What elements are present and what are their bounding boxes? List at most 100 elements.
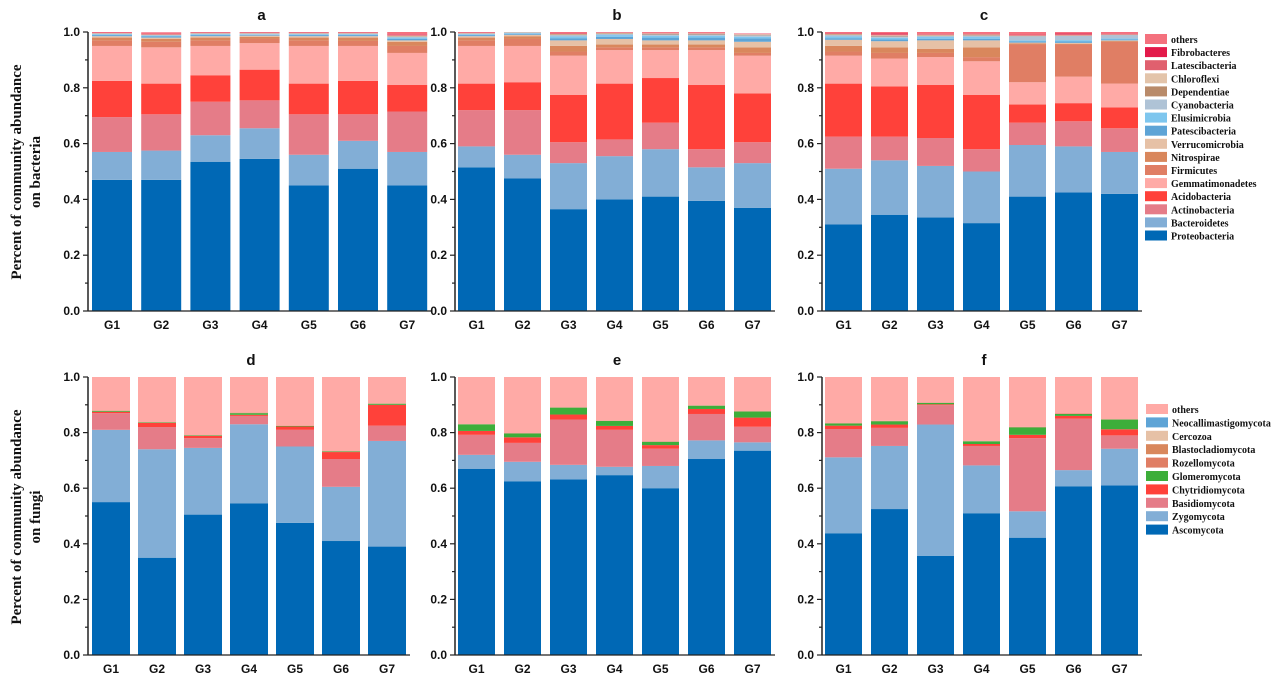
bar-segment-chloroflexi bbox=[871, 35, 908, 36]
bar-segment-ascomycota bbox=[92, 502, 130, 655]
bar-segment-ascomycota bbox=[917, 555, 954, 655]
bar-segment-zygomycota bbox=[230, 424, 268, 504]
y-tick-label: 1.0 bbox=[430, 25, 447, 39]
bar-segment-cyanobacteria bbox=[825, 35, 862, 37]
bar-segment-proteobacteria bbox=[963, 223, 1000, 311]
bar-segment-ascomycota bbox=[276, 522, 314, 655]
legend-fungi: others Neocallimastigomycota Cercozoa Blast… bbox=[1146, 404, 1271, 537]
bar-segment-chloroflexi bbox=[917, 34, 954, 36]
bar-G7 bbox=[1101, 377, 1138, 655]
bar-G2 bbox=[504, 377, 541, 655]
bar-segment-nitrospirae bbox=[963, 47, 1000, 58]
bar-segment-bacteroidetes bbox=[504, 154, 541, 179]
x-tick-label: G7 bbox=[1111, 318, 1127, 332]
bar-segment-others bbox=[596, 377, 633, 421]
bar-segment-nitrospirae bbox=[917, 48, 954, 53]
bar-segment-acidobacteria bbox=[871, 86, 908, 137]
legend-item: Rozellomycota bbox=[1146, 457, 1235, 470]
bar-segment-latescibacteria bbox=[1101, 33, 1138, 35]
bar-segment-cyanobacteria bbox=[688, 34, 725, 36]
legend-bacteria: others Fibrobacteres Latescibacteria Chloro… bbox=[1145, 34, 1257, 243]
bar-segment-firmicutes bbox=[190, 40, 231, 46]
bar-segment-chloroflexi bbox=[734, 34, 771, 35]
bar-segment-patescibacteria bbox=[734, 38, 771, 42]
bar-segment-gemmatimonadetes bbox=[963, 61, 1000, 95]
bar-segment-actinobacteria bbox=[917, 138, 954, 166]
bar-segment-cyanobacteria bbox=[92, 33, 132, 35]
bar-segment-others bbox=[184, 377, 222, 436]
bar-G1 bbox=[458, 32, 495, 311]
legend-swatch bbox=[1146, 404, 1168, 414]
bar-segment-ascomycota bbox=[963, 513, 1000, 655]
bar-segment-elusimicrobia bbox=[917, 37, 954, 39]
bar-segment-others bbox=[688, 377, 725, 406]
legend-swatch bbox=[1145, 191, 1167, 202]
panel-title-d: d bbox=[246, 352, 255, 369]
bar-segment-firmicutes bbox=[825, 51, 862, 56]
ylabel-bacteria-line1: Percent of community abundance bbox=[9, 64, 25, 279]
x-tick-label: G4 bbox=[252, 318, 268, 332]
bar-segment-ascomycota bbox=[138, 557, 176, 655]
bar-segment-rozellomycota bbox=[1009, 426, 1046, 428]
bar-segment-others bbox=[1055, 32, 1092, 34]
bar-segment-actinobacteria bbox=[734, 142, 771, 164]
bar-G6 bbox=[688, 377, 725, 655]
bar-segment-gemmatimonadetes bbox=[239, 43, 280, 70]
bar-segment-acidobacteria bbox=[642, 78, 679, 123]
bar-segment-verrucomicrobia bbox=[1101, 40, 1138, 41]
bar-segment-others bbox=[1009, 377, 1046, 427]
bar-G4 bbox=[963, 377, 1000, 655]
bar-segment-verrucomicrobia bbox=[917, 40, 954, 49]
bar-G2 bbox=[504, 32, 541, 311]
bar-segment-nitrospirae bbox=[1101, 40, 1138, 42]
bar-segment-zygomycota bbox=[138, 449, 176, 558]
y-tick-label: 0.2 bbox=[63, 248, 80, 262]
legend-swatch bbox=[1145, 34, 1167, 44]
bar-segment-chytridiomycota bbox=[184, 435, 222, 439]
y-tick-label: 0.8 bbox=[430, 426, 447, 440]
bar-segment-nitrospirae bbox=[387, 41, 428, 46]
bar-segment-chloroflexi bbox=[825, 33, 862, 35]
x-tick-label: G1 bbox=[104, 318, 120, 332]
bar-segment-others bbox=[734, 377, 771, 412]
bar-segment-verrucomicrobia bbox=[825, 39, 862, 46]
bar-segment-acidobacteria bbox=[141, 83, 182, 115]
bar-segment-firmicutes bbox=[596, 47, 633, 51]
legend-item: Acidobacteria bbox=[1145, 191, 1231, 203]
legend-label: Cyanobacteria bbox=[1171, 101, 1234, 112]
legend-item: Bacteroidetes bbox=[1145, 217, 1229, 229]
bar-segment-firmicutes bbox=[504, 38, 541, 46]
bar-segment-nitrospirae bbox=[550, 45, 587, 52]
bar-segment-chytridiomycota bbox=[642, 445, 679, 449]
bar-segment-nitrospirae bbox=[288, 37, 329, 41]
panel-a: a G1 G2 G3 G4 G5 G6 G7 0.0 0.2 0.4 0.6 0.8 1.0 bbox=[63, 7, 432, 332]
bar-segment-verrucomicrobia bbox=[550, 40, 587, 46]
bar-segment-basidiomycota bbox=[825, 428, 862, 458]
bar-segment-bacteroidetes bbox=[458, 146, 495, 168]
bar-segment-proteobacteria bbox=[1101, 193, 1138, 311]
bar-segment-patescibacteria bbox=[871, 39, 908, 42]
bar-segment-verrucomicrobia bbox=[734, 41, 771, 48]
bar-G7 bbox=[734, 33, 771, 311]
bar-segment-zygomycota bbox=[642, 465, 679, 489]
bar-segment-others bbox=[1101, 377, 1138, 420]
legend-label: Ascomycota bbox=[1172, 526, 1224, 537]
legend-item: Proteobacteria bbox=[1145, 230, 1234, 243]
bar-segment-elusimicrobia bbox=[239, 34, 280, 35]
bar-segment-latescibacteria bbox=[1055, 34, 1092, 36]
bar-segment-acidobacteria bbox=[387, 85, 428, 112]
bar-segment-gemmatimonadetes bbox=[871, 58, 908, 87]
bar-G3 bbox=[917, 377, 954, 655]
bar-segment-verrucomicrobia bbox=[1009, 42, 1046, 44]
y-tick-label: 0.6 bbox=[797, 481, 814, 495]
legend-swatch bbox=[1145, 178, 1167, 189]
bar-segment-others bbox=[642, 377, 679, 442]
y-tick-label: 1.0 bbox=[63, 25, 80, 39]
bar-segment-basidiomycota bbox=[596, 429, 633, 467]
x-tick-label: G7 bbox=[1111, 662, 1127, 676]
bar-segment-proteobacteria bbox=[92, 179, 132, 311]
bar-segment-chytridiomycota bbox=[596, 425, 633, 430]
legend-swatch bbox=[1146, 511, 1168, 522]
bar-segment-verrucomicrobia bbox=[288, 36, 329, 38]
bar-segment-nitrospirae bbox=[92, 37, 132, 41]
